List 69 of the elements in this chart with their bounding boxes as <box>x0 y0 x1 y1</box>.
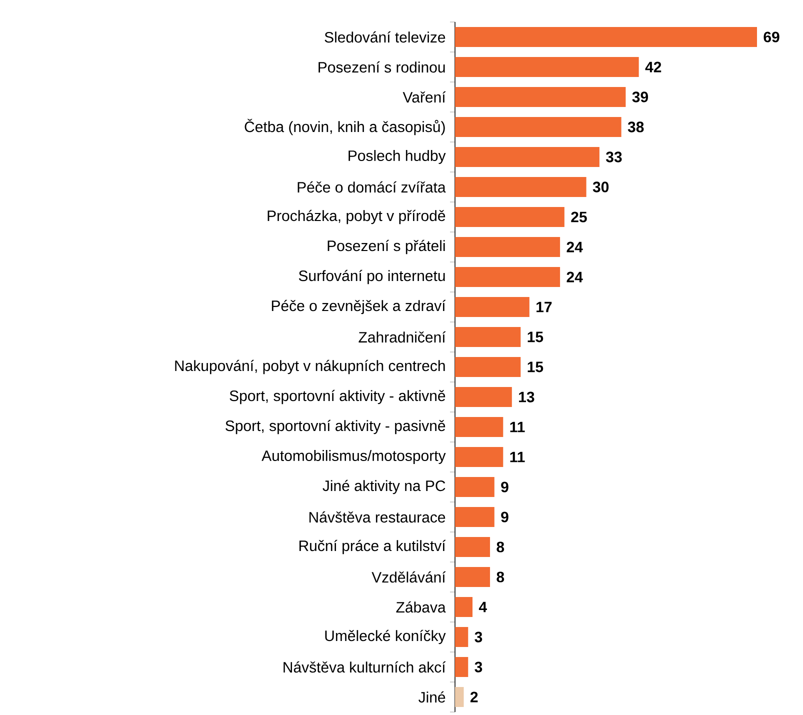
data-label: 13 <box>519 392 534 402</box>
bar <box>455 447 504 468</box>
bar <box>455 657 468 678</box>
bar <box>455 87 626 107</box>
bar <box>455 567 490 588</box>
data-label: 15 <box>528 332 544 342</box>
data-label: 9 <box>501 482 508 492</box>
bar <box>455 327 521 348</box>
bar <box>455 267 560 288</box>
y-tick-label: Sport, sportovní aktivity - aktivně <box>230 390 446 404</box>
bar <box>455 387 512 408</box>
data-label: 42 <box>645 62 662 72</box>
y-tick-label: Automobilismus/motosporty <box>262 450 446 464</box>
data-label: 3 <box>474 662 482 672</box>
bar <box>455 57 639 77</box>
y-tick-label: Četba (novin, knih a časopisů) <box>244 118 445 136</box>
y-tick-label: Návštěva restaurace <box>309 511 446 523</box>
data-label: 17 <box>536 302 552 312</box>
data-label: 3 <box>474 632 482 642</box>
bar <box>455 417 504 438</box>
y-tick-label: Péče o zevnějšek a zdraví <box>272 300 446 314</box>
y-tick-label: Péče o domácí zvířata <box>298 181 446 193</box>
bar <box>455 27 757 47</box>
bar <box>455 627 468 648</box>
y-tick-label: Surfování po internetu <box>298 270 445 284</box>
data-label: 11 <box>510 422 525 432</box>
bar <box>455 147 600 167</box>
bar <box>455 507 494 528</box>
y-tick-label: Umělecké koníčky <box>325 630 446 644</box>
data-label: 38 <box>628 122 644 132</box>
data-label: 39 <box>632 92 648 102</box>
data-label: 24 <box>566 272 583 282</box>
data-label: 25 <box>571 212 587 222</box>
data-label: 24 <box>566 242 583 252</box>
y-tick-label: Návštěva kulturních akcí <box>284 661 446 673</box>
bar <box>455 357 521 378</box>
y-tick-label: Jiné aktivity na PC <box>322 480 446 494</box>
bar <box>455 297 530 318</box>
y-tick-label: Sledování televize <box>324 31 446 43</box>
data-label: 30 <box>592 182 609 192</box>
y-tick-label: Posezení s přáteli <box>328 240 445 254</box>
y-tick-label: Zahradničení <box>358 331 446 343</box>
bar <box>455 477 494 498</box>
y-tick-label: Ruční práce a kutilství <box>299 540 446 554</box>
y-tick-label: Vzdělávání <box>372 571 446 583</box>
data-label: 8 <box>496 572 504 582</box>
bar <box>455 597 473 618</box>
y-tick-label: Poslech hudby <box>348 150 446 164</box>
bar <box>455 687 464 708</box>
data-label: 15 <box>528 362 544 372</box>
data-label: 11 <box>510 452 525 462</box>
y-tick-label: Jiné <box>418 691 446 703</box>
y-tick-label: Nakupování, pobyt v nákupních centrech <box>175 360 445 374</box>
data-label: 4 <box>478 602 487 612</box>
data-label: 9 <box>501 512 508 522</box>
bar <box>455 537 490 558</box>
y-tick-label: Procházka, pobyt v přírodě <box>268 210 446 224</box>
y-tick-label: Posezení s rodinou <box>318 61 445 73</box>
data-label: 69 <box>764 32 780 42</box>
bar <box>455 177 586 198</box>
data-label: 33 <box>606 152 622 162</box>
data-label: 8 <box>496 542 504 552</box>
bar <box>455 237 560 258</box>
bar <box>455 207 564 228</box>
y-tick-label: Zábava <box>396 601 446 613</box>
bar <box>455 117 622 137</box>
y-tick-label: Sport, sportovní aktivity - pasivně <box>226 420 446 434</box>
data-label: 2 <box>470 692 478 702</box>
y-tick-label: Vaření <box>402 91 446 103</box>
